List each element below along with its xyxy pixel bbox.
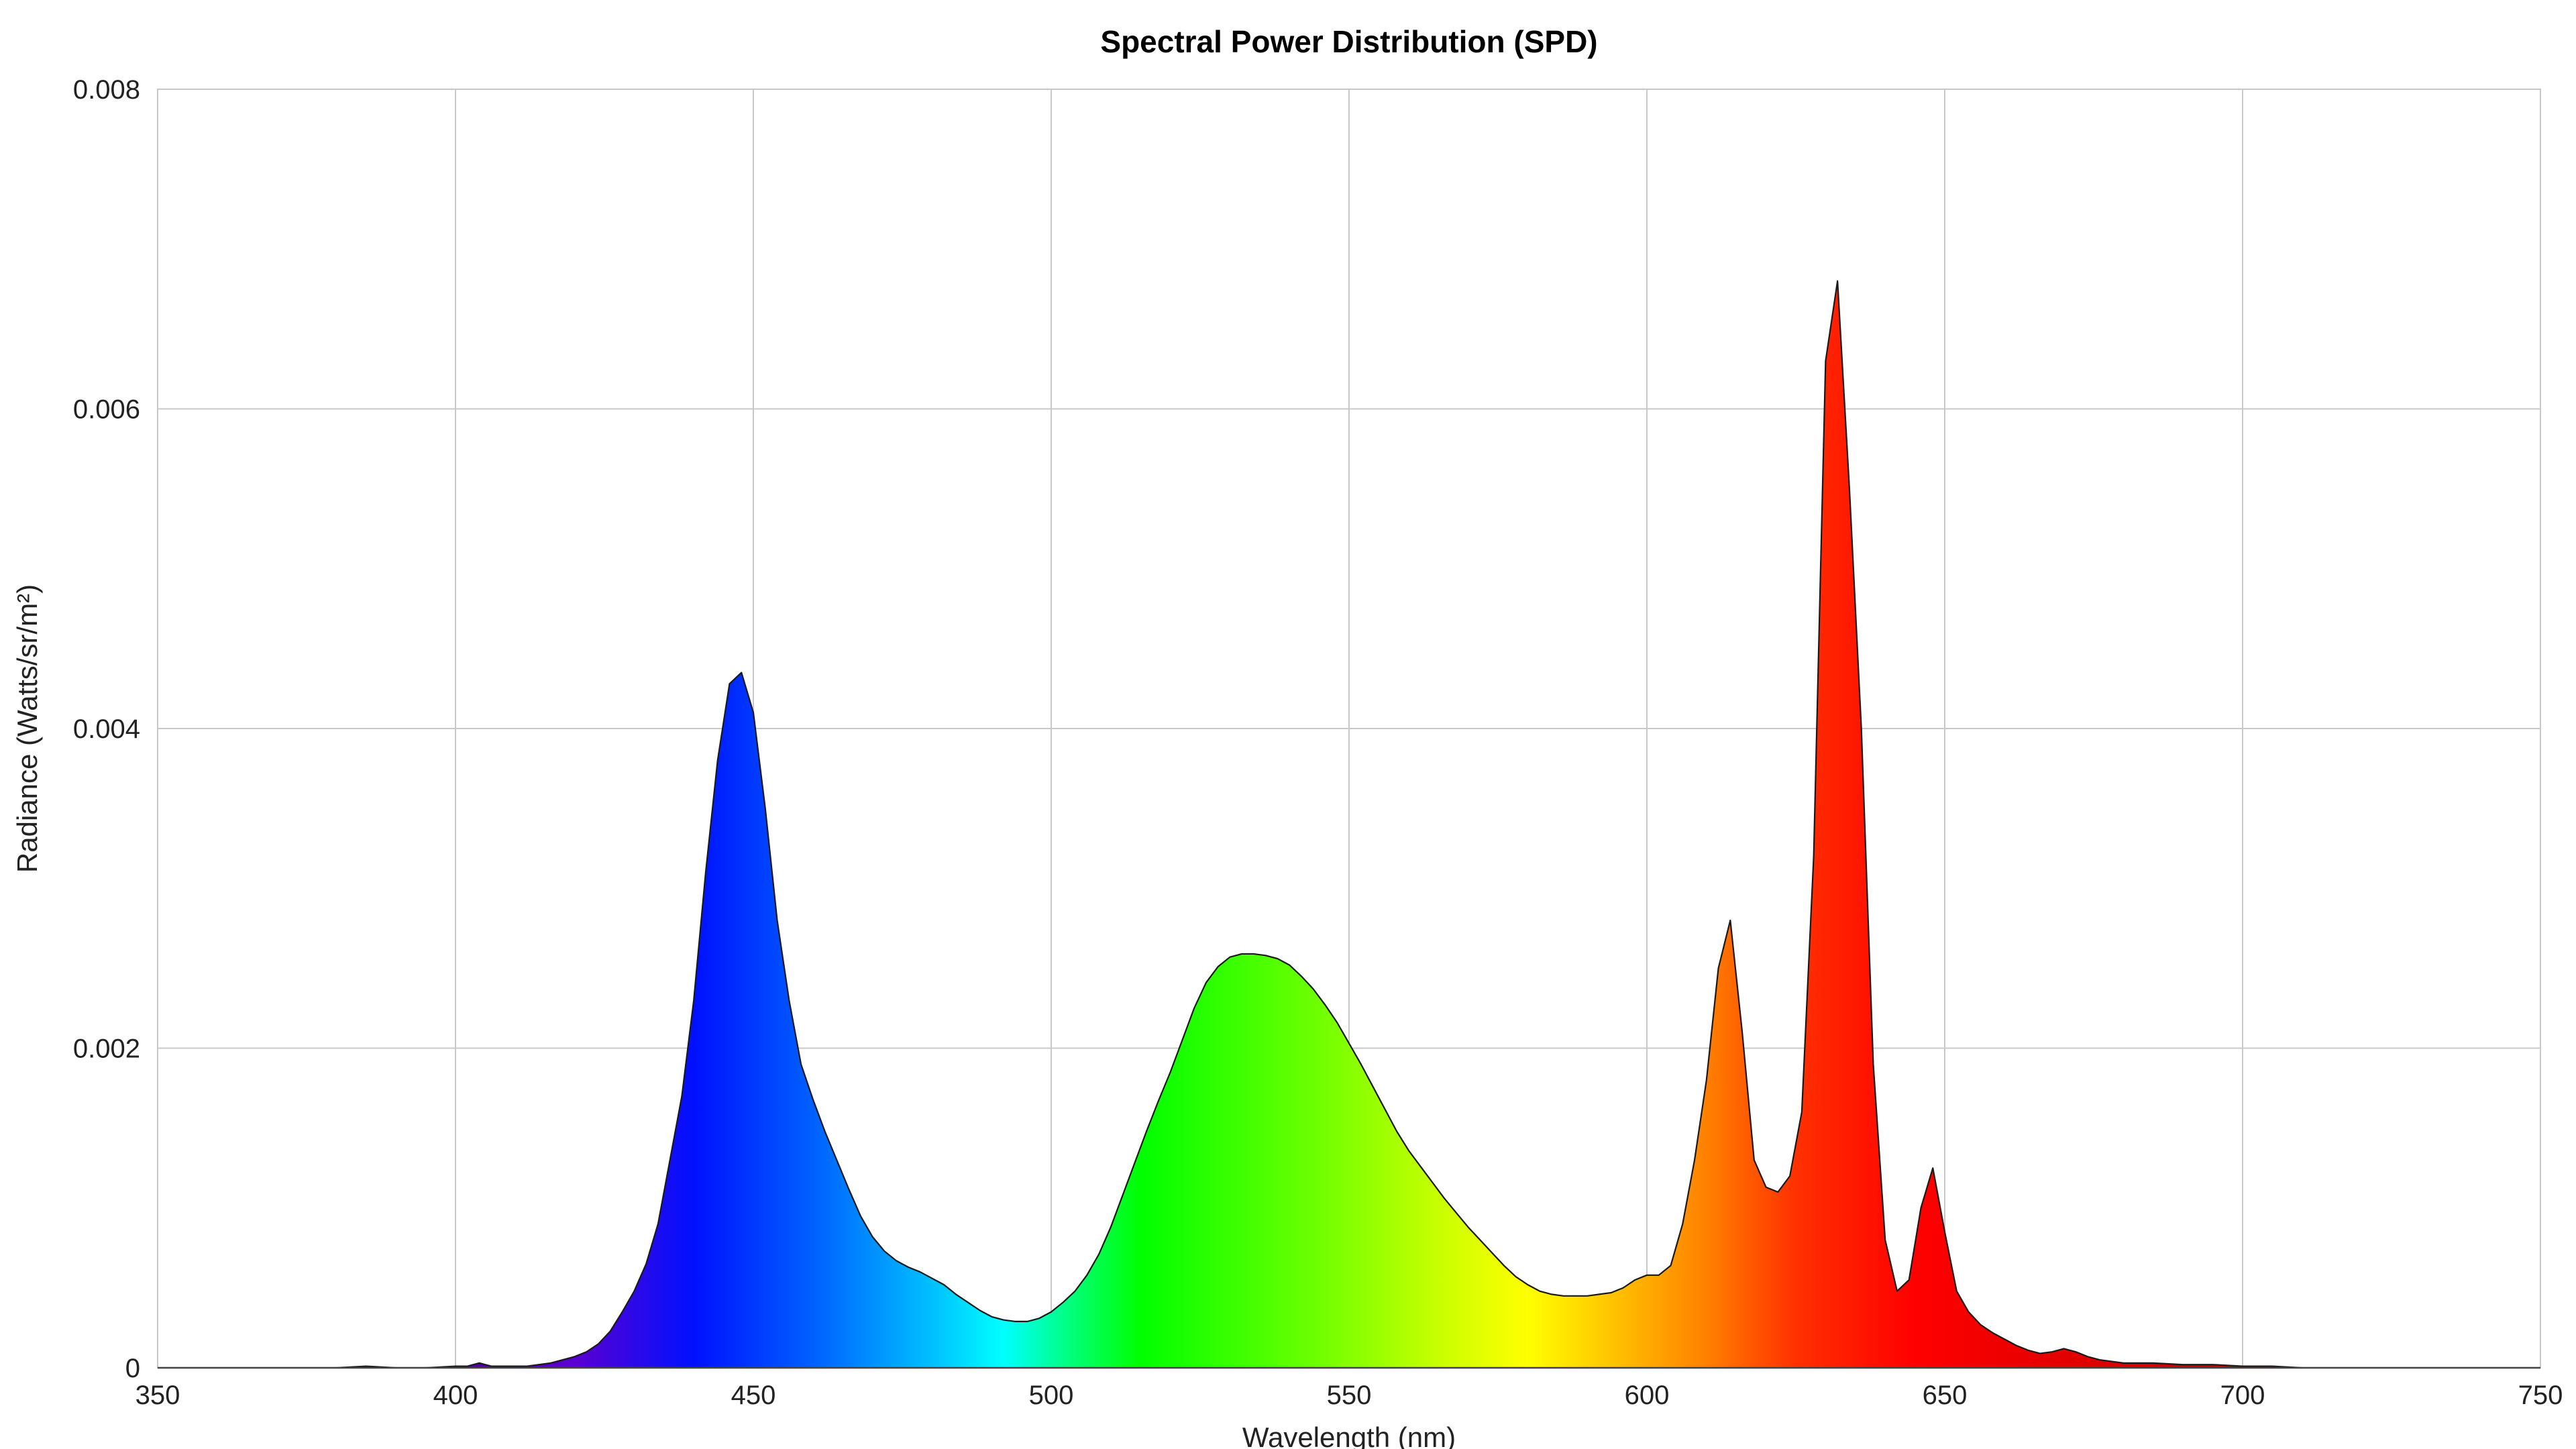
x-tick-label: 350 xyxy=(136,1381,180,1410)
x-tick-label: 500 xyxy=(1029,1381,1074,1410)
y-axis-ticks: 0 0.002 0.004 0.006 0.008 xyxy=(73,75,140,1383)
y-axis-label: Radiance (Watts/sr/m²) xyxy=(11,584,43,873)
grid xyxy=(158,89,2540,1368)
y-tick-label: 0.002 xyxy=(73,1034,140,1064)
spd-area xyxy=(158,280,2540,1368)
x-axis-label: Wavelength (nm) xyxy=(1242,1421,1456,1449)
x-tick-label: 400 xyxy=(433,1381,478,1410)
y-tick-label: 0 xyxy=(125,1354,140,1383)
chart-title: Spectral Power Distribution (SPD) xyxy=(1100,24,1597,59)
x-tick-label: 700 xyxy=(2220,1381,2265,1410)
x-axis-ticks: 350 400 450 500 550 600 650 700 750 xyxy=(136,1381,2563,1410)
x-tick-label: 650 xyxy=(1923,1381,1968,1410)
x-tick-label: 600 xyxy=(1625,1381,1670,1410)
spd-area-fill xyxy=(158,280,2540,1368)
x-tick-label: 750 xyxy=(2518,1381,2563,1410)
y-tick-label: 0.008 xyxy=(73,75,140,105)
x-tick-label: 550 xyxy=(1327,1381,1372,1410)
x-tick-label: 450 xyxy=(731,1381,776,1410)
y-tick-label: 0.006 xyxy=(73,395,140,425)
spd-series-line xyxy=(158,280,2540,1368)
y-tick-label: 0.004 xyxy=(73,714,140,744)
